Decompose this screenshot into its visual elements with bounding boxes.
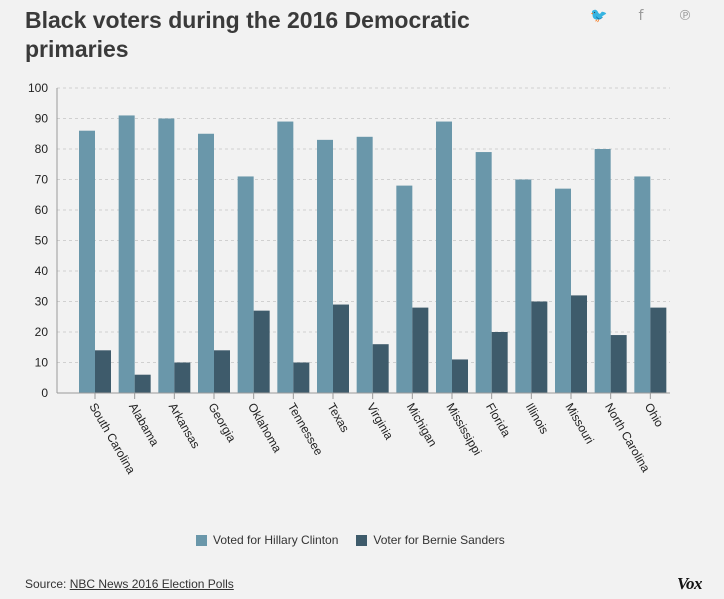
bar-sanders-michigan[interactable] <box>412 307 429 393</box>
bar-clinton-south-carolina[interactable] <box>79 130 95 393</box>
source-label: Source: <box>25 577 67 591</box>
y-tick-label: 20 <box>35 325 49 339</box>
bar-clinton-texas[interactable] <box>317 139 333 393</box>
y-tick-label: 100 <box>28 81 48 95</box>
legend-label-sanders: Voter for Bernie Sanders <box>373 533 505 547</box>
legend-item-clinton: Voted for Hillary Clinton <box>196 533 338 547</box>
bar-sanders-illinois[interactable] <box>531 301 548 394</box>
x-tick-label: Michigan <box>404 401 440 450</box>
bar-sanders-south-carolina[interactable] <box>95 350 111 393</box>
bar-clinton-florida[interactable] <box>475 152 492 393</box>
x-tick-label: Texas <box>324 401 352 435</box>
x-tick-label: Missouri <box>562 401 596 447</box>
chart-title: Black voters during the 2016 Democratic … <box>25 7 470 62</box>
twitter-icon[interactable]: 🐦 <box>590 8 608 24</box>
bar-clinton-missouri[interactable] <box>555 188 571 393</box>
bar-sanders-arkansas[interactable] <box>174 362 191 394</box>
legend-item-sanders: Voter for Bernie Sanders <box>356 533 505 547</box>
y-tick-label: 30 <box>35 295 49 309</box>
bar-sanders-florida[interactable] <box>491 332 508 393</box>
bar-sanders-georgia[interactable] <box>214 350 230 393</box>
y-tick-label: 40 <box>35 264 49 278</box>
bar-sanders-virginia[interactable] <box>372 344 389 393</box>
x-tick-label: Florida <box>483 401 514 440</box>
x-tick-label: Illinois <box>523 401 552 437</box>
bar-clinton-mississippi[interactable] <box>436 121 452 394</box>
bar-sanders-texas[interactable] <box>333 304 349 393</box>
x-tick-label: Virginia <box>364 401 396 443</box>
bar-sanders-mississippi[interactable] <box>452 359 468 393</box>
bar-clinton-ohio[interactable] <box>634 176 651 393</box>
bars <box>79 115 667 394</box>
y-tick-label: 70 <box>35 173 49 187</box>
bar-clinton-alabama[interactable] <box>118 115 135 393</box>
x-tick-label: Mississippi <box>443 401 484 458</box>
y-axis: 0 10 20 30 40 50 60 70 80 90 100 <box>28 81 58 400</box>
y-tick-label: 60 <box>35 203 49 217</box>
bar-sanders-alabama[interactable] <box>134 374 151 393</box>
facebook-icon[interactable]: f <box>638 8 644 24</box>
vox-logo: Vox <box>677 574 702 593</box>
bar-clinton-virginia[interactable] <box>356 136 373 394</box>
bar-sanders-ohio[interactable] <box>650 307 667 393</box>
y-tick-label: 10 <box>35 356 49 370</box>
bar-clinton-oklahoma[interactable] <box>237 176 254 393</box>
bar-sanders-oklahoma[interactable] <box>253 310 270 393</box>
x-tick-label: Georgia <box>205 401 239 445</box>
bar-clinton-arkansas[interactable] <box>158 118 175 394</box>
x-tick-label: Tennessee <box>285 401 326 459</box>
bar-sanders-missouri[interactable] <box>571 295 587 393</box>
legend-swatch-sanders <box>356 534 368 546</box>
y-tick-label: 0 <box>41 386 48 400</box>
bar-clinton-tennessee[interactable] <box>277 121 294 394</box>
source-link[interactable]: NBC News 2016 Election Polls <box>69 577 234 591</box>
y-tick-label: 80 <box>35 142 49 156</box>
bar-sanders-north-carolina[interactable] <box>610 335 627 393</box>
legend-swatch-clinton <box>196 534 207 546</box>
pinterest-icon[interactable]: ℗ <box>678 8 692 24</box>
x-tick-label: Oklahoma <box>245 401 285 456</box>
bar-clinton-michigan[interactable] <box>396 185 413 393</box>
bar-sanders-tennessee[interactable] <box>293 362 310 394</box>
legend-label-clinton: Voted for Hillary Clinton <box>213 533 339 547</box>
share-bar: 🐦 f ℗ <box>590 8 692 24</box>
bar-clinton-illinois[interactable] <box>515 179 532 394</box>
x-tick-label: Alabama <box>126 401 162 449</box>
x-tick-label: Ohio <box>642 401 667 430</box>
y-tick-label: 50 <box>35 234 49 248</box>
x-tick-label: Arkansas <box>166 401 203 451</box>
source-note: Source: NBC News 2016 Election Polls <box>25 577 234 591</box>
legend: Voted for Hillary Clinton Voter for Bern… <box>196 533 505 547</box>
y-tick-label: 90 <box>35 112 49 126</box>
bar-clinton-north-carolina[interactable] <box>594 149 611 393</box>
bar-clinton-georgia[interactable] <box>198 133 214 393</box>
